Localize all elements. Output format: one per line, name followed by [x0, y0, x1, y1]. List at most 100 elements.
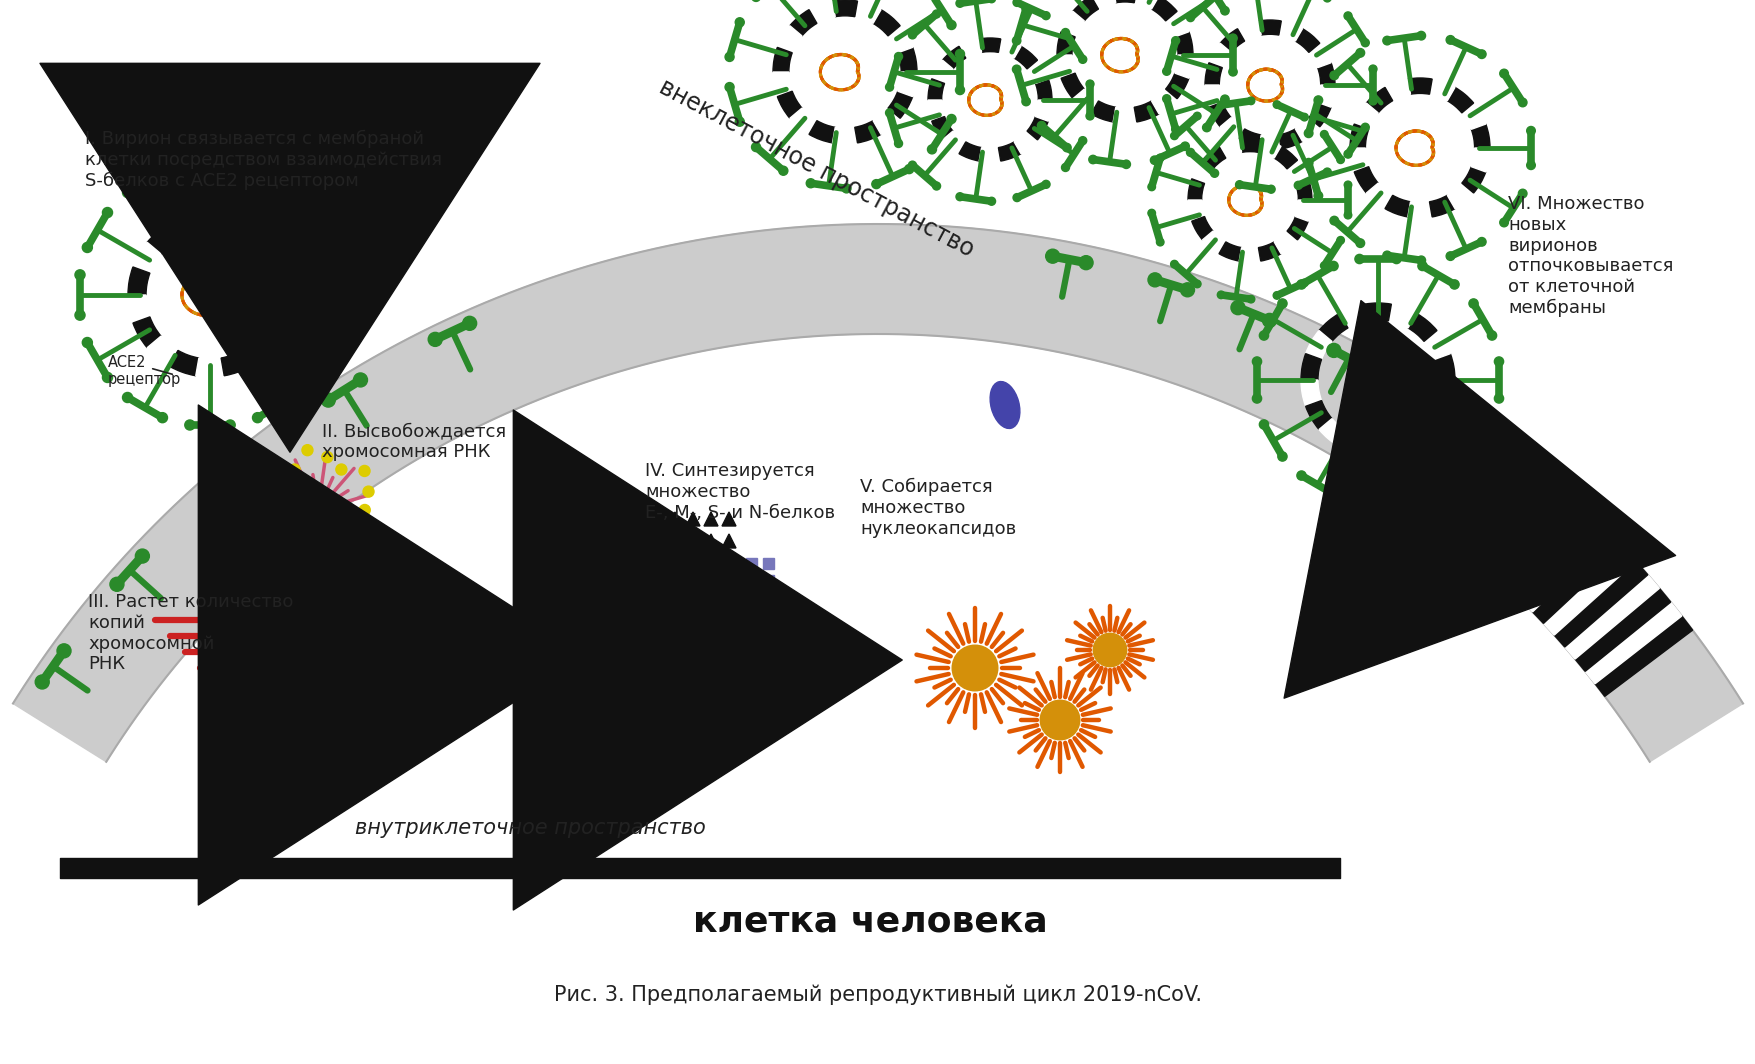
Wedge shape [942, 47, 965, 69]
Wedge shape [1237, 129, 1260, 149]
Circle shape [1486, 420, 1495, 429]
Circle shape [1486, 331, 1495, 340]
Polygon shape [1594, 616, 1692, 696]
Wedge shape [1174, 55, 1192, 79]
Circle shape [1078, 55, 1086, 64]
Circle shape [690, 627, 697, 633]
Wedge shape [258, 317, 286, 348]
Circle shape [1272, 101, 1279, 109]
Wedge shape [1057, 55, 1074, 79]
Circle shape [1336, 156, 1344, 164]
Circle shape [1216, 101, 1225, 109]
Circle shape [323, 564, 333, 576]
Circle shape [1093, 633, 1127, 667]
Wedge shape [128, 295, 149, 323]
Wedge shape [1339, 304, 1367, 328]
Circle shape [1383, 36, 1390, 45]
Circle shape [135, 549, 149, 563]
Circle shape [358, 465, 370, 477]
Circle shape [225, 160, 235, 170]
Wedge shape [1350, 124, 1367, 148]
Circle shape [1383, 251, 1390, 260]
Polygon shape [1437, 440, 1520, 537]
Circle shape [1297, 280, 1306, 289]
Wedge shape [1072, 89, 1099, 114]
Wedge shape [832, 128, 856, 144]
Wedge shape [790, 109, 816, 134]
Wedge shape [1364, 439, 1390, 458]
Wedge shape [147, 336, 177, 366]
Circle shape [1230, 301, 1244, 315]
Circle shape [184, 160, 195, 170]
Wedge shape [1134, 0, 1158, 10]
Wedge shape [1239, 248, 1260, 262]
Wedge shape [1151, 89, 1176, 114]
Bar [746, 609, 756, 620]
Circle shape [1416, 489, 1427, 499]
Wedge shape [1278, 129, 1302, 149]
Circle shape [290, 464, 300, 475]
Circle shape [1355, 238, 1364, 248]
Bar [728, 575, 739, 586]
Wedge shape [1174, 32, 1192, 55]
Circle shape [1202, 123, 1211, 132]
Circle shape [1258, 420, 1267, 429]
Circle shape [1499, 218, 1508, 227]
Wedge shape [897, 48, 916, 72]
Wedge shape [1060, 12, 1085, 37]
Circle shape [56, 644, 70, 658]
Circle shape [1062, 29, 1069, 36]
Circle shape [1323, 0, 1330, 2]
Circle shape [254, 484, 267, 495]
Polygon shape [1532, 535, 1623, 624]
Text: внеклеточное пространство: внеклеточное пространство [655, 74, 978, 262]
Wedge shape [1188, 179, 1204, 200]
Wedge shape [1307, 44, 1330, 68]
Circle shape [806, 179, 814, 187]
Circle shape [272, 470, 283, 481]
Circle shape [1041, 12, 1049, 19]
Circle shape [1323, 168, 1330, 176]
Circle shape [1088, 155, 1097, 164]
Circle shape [1246, 97, 1255, 104]
Circle shape [1162, 67, 1171, 76]
Circle shape [290, 545, 300, 556]
Circle shape [870, 180, 881, 188]
Polygon shape [12, 225, 1743, 762]
Polygon shape [1497, 498, 1587, 589]
Circle shape [1313, 96, 1322, 104]
Circle shape [302, 445, 312, 455]
Circle shape [1078, 136, 1086, 145]
Text: II. Высвобождается
хромосомная РНК: II. Высвобождается хромосомная РНК [321, 422, 505, 461]
Polygon shape [704, 534, 718, 548]
Circle shape [253, 167, 263, 178]
Wedge shape [1072, 0, 1099, 21]
Circle shape [1041, 180, 1049, 188]
Circle shape [1236, 181, 1243, 188]
Circle shape [1494, 394, 1502, 403]
Circle shape [1416, 31, 1425, 40]
Wedge shape [1057, 32, 1074, 55]
Polygon shape [1474, 475, 1560, 568]
Circle shape [1300, 114, 1307, 121]
Wedge shape [979, 38, 1000, 52]
Circle shape [82, 243, 93, 252]
Polygon shape [1386, 398, 1462, 499]
Circle shape [288, 393, 297, 402]
Circle shape [1304, 129, 1313, 137]
Wedge shape [1429, 79, 1455, 101]
Circle shape [1355, 254, 1364, 264]
Polygon shape [721, 512, 735, 526]
Wedge shape [258, 243, 286, 273]
Circle shape [932, 10, 941, 18]
Text: I. Вирион связывается с мембраной
клетки посредством взаимодействия
S-белков с A: I. Вирион связывается с мембраной клетки… [84, 130, 442, 190]
Wedge shape [1207, 44, 1230, 68]
Circle shape [1267, 185, 1274, 194]
Circle shape [1150, 156, 1158, 165]
Wedge shape [1060, 73, 1085, 99]
Circle shape [1469, 299, 1478, 309]
Circle shape [765, 627, 772, 633]
Bar [695, 592, 706, 603]
Circle shape [111, 578, 125, 592]
Bar [746, 592, 756, 603]
